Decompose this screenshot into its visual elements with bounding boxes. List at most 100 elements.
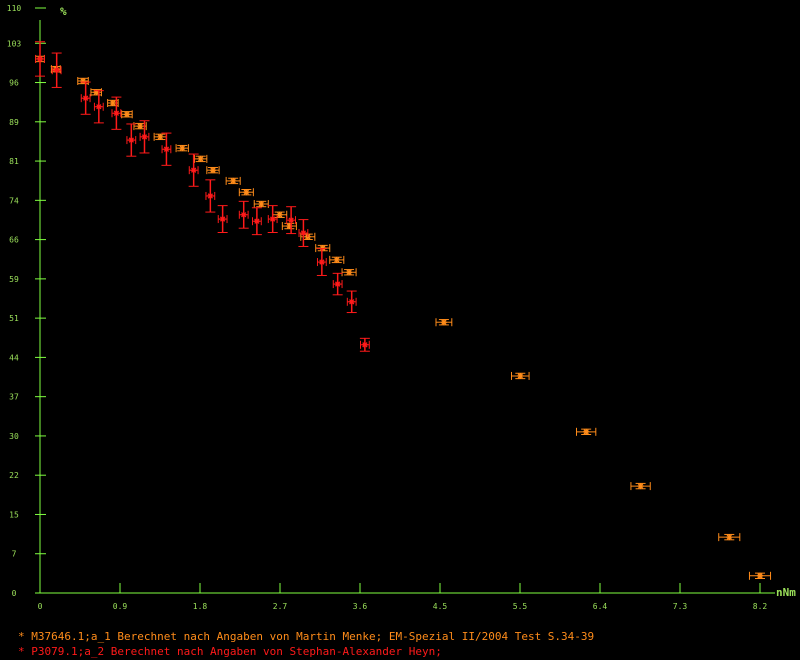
y-tick-label: 66	[9, 236, 19, 245]
x-tick-label: 8.2	[753, 602, 768, 611]
data-point-series-1	[253, 200, 269, 209]
point-marker	[93, 89, 100, 96]
point-marker	[286, 223, 293, 230]
data-point-series-1	[575, 427, 597, 436]
point-marker	[179, 145, 186, 152]
point-marker	[517, 372, 524, 379]
data-marks	[35, 41, 772, 580]
axes: 0 0.9 1.8 2.7 3.6 4.5 5.5 6.4 7.3 8.2 0 7 15 22 30 37 44…	[7, 4, 775, 611]
y-tick-label: 51	[9, 314, 19, 323]
legend-item-series-2: * P3079.1;a_2 Berechnet nach Angaben von…	[18, 645, 442, 658]
point-marker	[319, 245, 326, 252]
point-marker	[163, 146, 170, 153]
point-marker	[207, 192, 214, 199]
point-marker	[318, 259, 325, 266]
x-tick-label: 0.9	[113, 602, 128, 611]
point-marker	[583, 428, 590, 435]
point-marker	[141, 133, 148, 140]
x-tick-label: 7.3	[673, 602, 688, 611]
x-tick-label: 6.4	[593, 602, 608, 611]
point-marker	[95, 103, 102, 110]
point-marker	[82, 95, 89, 102]
data-point-series-2	[188, 153, 199, 187]
data-point-series-1	[121, 110, 133, 119]
data-point-series-1	[748, 571, 772, 580]
data-point-series-2	[111, 96, 122, 130]
data-point-series-1	[630, 482, 651, 491]
y-tick-label: 89	[9, 118, 19, 127]
data-point-series-1	[281, 222, 297, 231]
data-point-series-2	[346, 290, 357, 314]
y-tick-label: 30	[9, 432, 19, 441]
y-tick-label: 7	[12, 550, 17, 559]
point-marker	[230, 177, 237, 184]
x-tick-label: 2.7	[273, 602, 288, 611]
point-marker	[157, 133, 164, 140]
x-tick-label: 5.5	[513, 602, 528, 611]
data-point-series-1	[435, 318, 453, 327]
point-marker	[334, 281, 341, 288]
point-marker	[348, 298, 355, 305]
data-point-series-2	[93, 90, 104, 124]
y-tick-label: 22	[9, 471, 19, 480]
y-tick-label: 96	[9, 79, 19, 88]
point-marker	[300, 230, 307, 237]
point-marker	[53, 67, 60, 74]
y-tick-label: 15	[9, 510, 19, 519]
point-marker	[240, 211, 247, 218]
data-point-series-1	[511, 371, 530, 380]
point-marker	[253, 218, 260, 225]
data-point-series-2	[359, 337, 370, 352]
y-tick-label: 0	[12, 589, 17, 598]
point-marker	[276, 211, 283, 218]
y-tick-label: 59	[9, 275, 19, 284]
x-tick-label: 4.5	[433, 602, 448, 611]
point-marker	[361, 341, 368, 348]
y-tick-label: 74	[9, 196, 19, 205]
data-point-series-1	[341, 268, 357, 277]
legend-item-series-1: * M37646.1;a_1 Berechnet nach Angaben vo…	[18, 630, 595, 643]
point-marker	[757, 572, 763, 579]
data-point-series-1	[206, 166, 220, 175]
data-point-series-2	[217, 205, 228, 233]
data-point-series-1	[238, 188, 254, 197]
y-tick-label: 37	[9, 393, 19, 402]
point-marker	[440, 319, 447, 326]
x-tick-label: 3.6	[353, 602, 368, 611]
data-point-series-1	[718, 533, 741, 542]
point-marker	[243, 189, 250, 196]
data-point-series-2	[251, 207, 262, 236]
point-marker	[346, 269, 353, 276]
point-marker	[123, 111, 130, 118]
data-point-series-2	[298, 219, 309, 247]
y-tick-label: 44	[9, 353, 19, 362]
data-point-series-2	[161, 132, 172, 166]
legend-label: M37646.1;a_1 Berechnet nach Angaben von …	[31, 630, 595, 643]
data-point-series-2	[332, 272, 343, 296]
data-point-series-2	[238, 200, 249, 229]
x-tick-label: 0	[38, 602, 43, 611]
point-marker	[269, 216, 276, 223]
point-marker	[726, 534, 733, 541]
data-point-series-1	[225, 176, 241, 185]
point-marker	[109, 100, 116, 107]
y-tick-label: 103	[7, 39, 22, 48]
data-point-series-2	[51, 52, 62, 88]
point-marker	[288, 217, 295, 224]
point-marker	[637, 483, 644, 490]
data-point-series-1	[90, 88, 102, 97]
data-point-series-1	[315, 244, 331, 253]
point-marker	[197, 155, 204, 162]
point-marker	[137, 123, 144, 130]
point-marker	[209, 167, 216, 174]
x-axis-label: nNm	[776, 586, 796, 599]
data-point-series-2	[205, 179, 216, 213]
legend-label: P3079.1;a_2 Berechnet nach Angaben von S…	[31, 645, 442, 658]
point-marker	[190, 167, 197, 174]
data-point-series-1	[77, 76, 89, 85]
y-tick-label: 110	[7, 4, 22, 13]
data-point-series-2	[35, 41, 45, 77]
point-marker	[80, 77, 87, 84]
point-marker	[333, 256, 340, 263]
